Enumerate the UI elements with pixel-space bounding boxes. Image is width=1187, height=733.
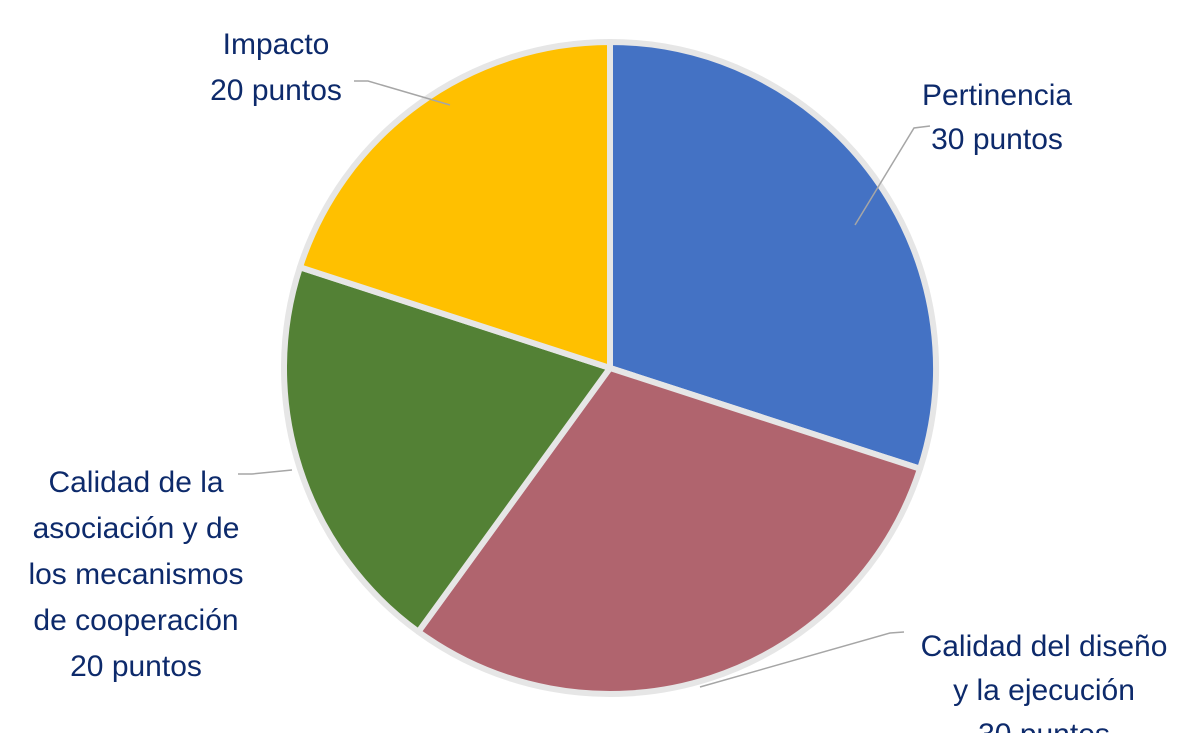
slice-label-line: de cooperación	[33, 604, 238, 637]
slice-label-line: 30 puntos	[978, 718, 1110, 733]
leader-line-4	[354, 80, 451, 106]
leader-line-2	[699, 631, 905, 688]
slice-label-line: 30 puntos	[931, 123, 1063, 156]
pie-slices	[281, 39, 939, 697]
slice-label-4: Impacto 20 puntos	[210, 28, 342, 107]
pie-labels: Pertinencia 30 puntos Calidad del diseño y …	[28, 28, 1167, 733]
pie-slice-2	[415, 365, 924, 697]
pie-slice-3	[281, 264, 613, 635]
slice-label-3: Calidad de la asociación y de los mecanism…	[28, 466, 243, 683]
pie-slice-4	[296, 39, 613, 371]
slice-label-line: Impacto	[223, 28, 330, 61]
leader-line-3	[238, 469, 293, 475]
slice-label-line: asociación y de	[33, 512, 240, 545]
slice-label-line: 20 puntos	[70, 650, 202, 683]
leader-line-1	[854, 125, 931, 226]
slice-label-1: Pertinencia 30 puntos	[922, 79, 1072, 156]
slice-label-line: los mecanismos	[28, 558, 243, 591]
slice-label-2: Calidad del diseño y la ejecución 30 punto…	[921, 630, 1168, 733]
slice-label-line: y la ejecución	[953, 674, 1135, 707]
slice-label-line: Pertinencia	[922, 79, 1072, 112]
slice-label-line: 20 puntos	[210, 74, 342, 107]
pie-slice-1	[607, 39, 939, 472]
slice-label-line: Calidad del diseño	[921, 630, 1168, 663]
slice-label-line: Calidad de la	[48, 466, 223, 499]
